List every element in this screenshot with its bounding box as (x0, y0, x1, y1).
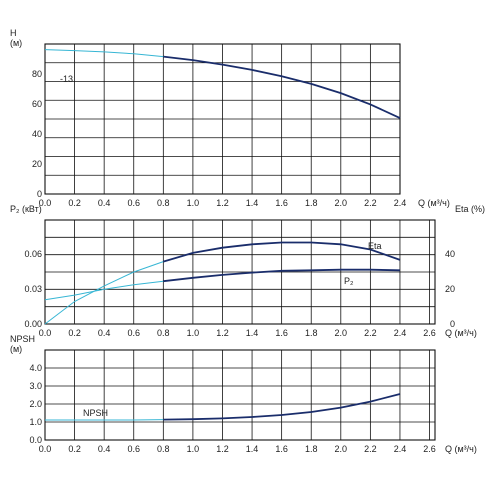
x-tick-label: 0.0 (39, 198, 52, 208)
y-tick-label: 0.00 (24, 319, 42, 329)
x-tick-label: 1.8 (305, 444, 318, 454)
x-tick-label: 2.0 (335, 444, 348, 454)
series-label: P₂ (344, 276, 354, 286)
x-tick-label: 1.2 (216, 444, 229, 454)
y-right-axis-label: Eta (%) (455, 204, 485, 214)
x-tick-label: 0.4 (98, 198, 111, 208)
y-right-tick-label: 20 (445, 284, 455, 294)
x-tick-label: 1.0 (187, 198, 200, 208)
series-line (163, 241, 401, 263)
x-tick-label: 1.0 (187, 444, 200, 454)
y-axis-label: P₂ (кВт) (10, 204, 42, 214)
series-line (163, 393, 401, 421)
x-tick-label: 1.0 (187, 328, 200, 338)
y-axis-unit: (м) (10, 38, 22, 48)
x-tick-label: 2.4 (394, 328, 407, 338)
y-tick-label: 4.0 (29, 363, 42, 373)
x-tick-label: 0.0 (39, 328, 52, 338)
y-axis-label: H (10, 28, 17, 38)
x-axis-label: Q (м³/ч) (445, 444, 477, 454)
x-tick-label: 0.8 (157, 444, 170, 454)
x-tick-label: 2.0 (335, 328, 348, 338)
x-tick-label: 0.0 (39, 444, 52, 454)
x-tick-label: 2.6 (423, 328, 436, 338)
x-tick-label: 1.8 (305, 198, 318, 208)
x-tick-label: 0.6 (127, 444, 140, 454)
x-tick-label: 1.8 (305, 328, 318, 338)
series-line (163, 55, 401, 119)
x-tick-label: 1.4 (246, 198, 259, 208)
x-tick-label: 0.6 (127, 328, 140, 338)
y-right-tick-label: 40 (445, 249, 455, 259)
y-axis-unit: (м) (10, 344, 22, 354)
x-tick-label: 0.2 (68, 328, 81, 338)
y-right-tick-label: 0 (450, 319, 455, 329)
x-tick-label: 1.2 (216, 328, 229, 338)
y-tick-label: 0 (37, 189, 42, 199)
x-tick-label: 0.6 (127, 198, 140, 208)
y-tick-label: 40 (32, 129, 42, 139)
x-tick-label: 1.2 (216, 198, 229, 208)
x-tick-label: 1.6 (275, 444, 288, 454)
y-tick-label: 3.0 (29, 381, 42, 391)
series-label: Eta (368, 241, 382, 251)
plot-frame (44, 349, 436, 441)
x-tick-label: 0.4 (98, 444, 111, 454)
y-tick-label: 2.0 (29, 399, 42, 409)
y-axis-label: NPSH (10, 334, 35, 344)
x-tick-label: 1.6 (275, 328, 288, 338)
series-line-extrapolated (44, 49, 164, 58)
x-tick-label: 1.6 (275, 198, 288, 208)
y-tick-label: 20 (32, 159, 42, 169)
x-tick-label: 1.4 (246, 328, 259, 338)
y-tick-label: 60 (32, 99, 42, 109)
x-tick-label: 2.2 (364, 444, 377, 454)
x-tick-label: 2.0 (335, 198, 348, 208)
x-tick-label: 1.4 (246, 444, 259, 454)
x-tick-label: 2.4 (394, 198, 407, 208)
chart-panel-1: 0.0 0.2 0.4 0.6 0.8 1.0 1.2 1.4 1.6 1.8 2.0 2.2 2.4 Q… (10, 28, 450, 208)
y-tick-label: 80 (32, 69, 42, 79)
x-tick-label: 2.4 (394, 444, 407, 454)
x-tick-label: 0.8 (157, 198, 170, 208)
x-tick-label: 0.2 (68, 198, 81, 208)
x-axis-label: Q (м³/ч) (418, 198, 450, 208)
y-tick-label: 1.0 (29, 417, 42, 427)
y-tick-label: 0.0 (29, 435, 42, 445)
y-tick-label: 0.06 (24, 249, 42, 259)
series-label: -13 (60, 74, 73, 84)
series-line-extrapolated (44, 261, 164, 325)
series-line-extrapolated (44, 280, 164, 301)
x-tick-label: 0.4 (98, 328, 111, 338)
x-tick-label: 0.2 (68, 444, 81, 454)
chart-panel-3: 0.0 0.2 0.4 0.6 0.8 1.0 1.2 1.4 1.6 1.8 2.0 2.2 2.4 2… (10, 334, 477, 454)
chart-panel-2: 0.0 0.2 0.4 0.6 0.8 1.0 1.2 1.4 1.6 1.8 2.0 2.2 2.4 2… (10, 204, 485, 338)
x-axis-label: Q (м³/ч) (445, 328, 477, 338)
x-tick-label: 2.2 (364, 328, 377, 338)
x-tick-label: 2.2 (364, 198, 377, 208)
x-tick-label: 2.6 (423, 444, 436, 454)
y-tick-label: 0.03 (24, 284, 42, 294)
x-tick-label: 0.8 (157, 328, 170, 338)
series-line (163, 268, 401, 283)
series-label: NPSH (83, 408, 108, 418)
